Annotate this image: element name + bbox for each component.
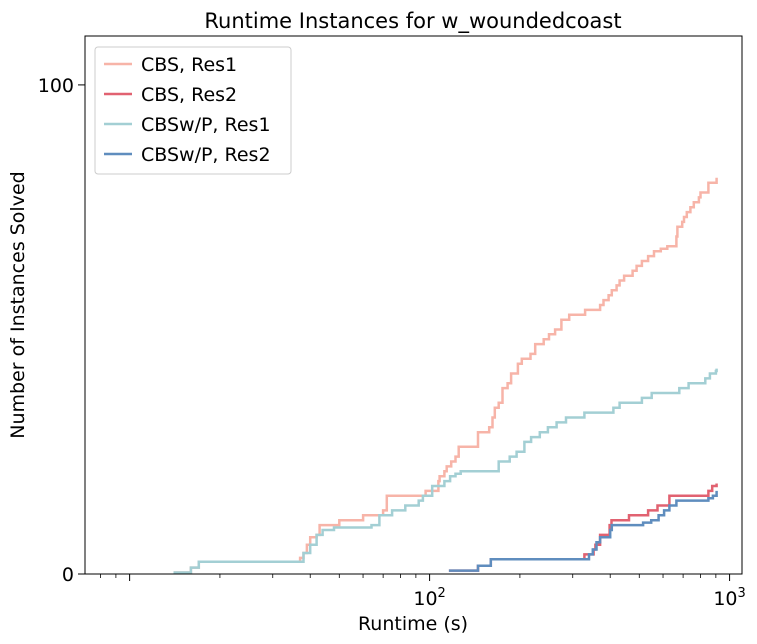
- x-axis-ticks: 102 103: [100, 574, 746, 610]
- x-tick-label: 103: [713, 586, 745, 610]
- y-axis-title: Number of Instances Solved: [7, 171, 29, 438]
- y-tick-label: 100: [38, 75, 74, 97]
- legend-box: [94, 46, 292, 175]
- chart-title: Runtime Instances for w_woundedcoast: [204, 9, 621, 34]
- legend-label-1: CBS, Res1: [141, 54, 237, 76]
- plot-lines: [173, 177, 718, 574]
- legend: CBS, Res1 CBS, Res2 CBSw/P, Res1 CBSw/P, Re…: [94, 46, 292, 175]
- legend-label-3: CBSw/P, Res1: [141, 114, 271, 136]
- series-line-4: [448, 490, 718, 572]
- legend-label-4: CBSw/P, Res2: [141, 144, 271, 166]
- series-line-3: [173, 368, 718, 574]
- series-line-1: [173, 177, 718, 574]
- legend-label-2: CBS, Res2: [141, 84, 237, 106]
- x-tick-label: 102: [413, 586, 445, 610]
- y-tick-label: 0: [62, 564, 74, 586]
- x-axis-title: Runtime (s): [358, 613, 468, 635]
- y-axis-ticks: 0 100: [38, 75, 85, 586]
- plot-frame: [84, 35, 743, 575]
- series-line-2: [448, 483, 718, 572]
